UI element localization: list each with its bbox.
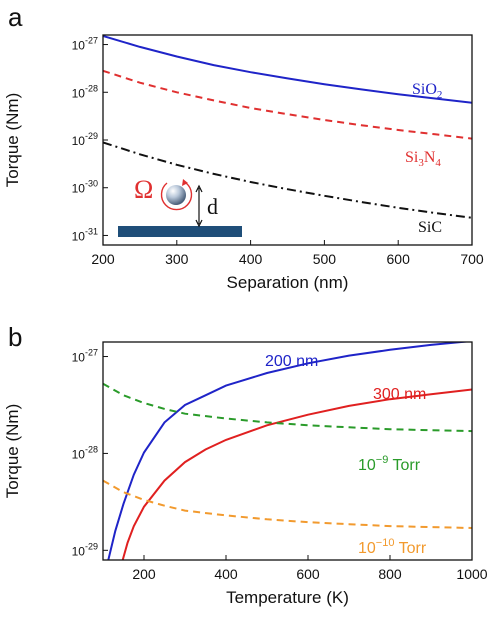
distance-arrow-top [195, 184, 203, 193]
distance-arrow-bottom [195, 219, 203, 228]
y-axis-label: Torque (Nm) [3, 93, 22, 187]
series-label-b-2: 10−9 Torr [358, 454, 421, 474]
y-tick-label: 10-30 [72, 179, 98, 196]
rotation-arrow [160, 182, 193, 211]
series-label-a-2: SiC [418, 219, 442, 236]
x-tick-label: 400 [214, 566, 238, 582]
x-tick-label: 500 [313, 251, 337, 267]
x-tick-label: 200 [132, 566, 156, 582]
panel-a: 200 300 400 500 600 700 10-27 10-28 10-29 10-30 10… [3, 34, 484, 292]
x-tick-label: 1000 [456, 566, 487, 582]
y-tick-label: 10-29 [72, 541, 98, 558]
y-tick-label: 10-31 [72, 226, 98, 243]
series-label-b-1: 300 nm [373, 386, 426, 403]
distance-label: d [207, 194, 218, 219]
y-tick-label: 10-28 [72, 83, 98, 100]
x-tick-label: 600 [387, 251, 411, 267]
y-tick-label: 10-28 [72, 444, 98, 461]
y-axis-label: Torque (Nm) [3, 404, 22, 498]
x-tick-label: 700 [460, 251, 484, 267]
x-tick-label: 800 [378, 566, 402, 582]
x-tick-label: 400 [239, 251, 263, 267]
series-line-b-2 [103, 382, 472, 433]
nanosphere [166, 185, 186, 205]
series-line-b-1 [121, 388, 472, 560]
rotation-arrow-head [182, 179, 188, 186]
series-line-b-3 [103, 479, 472, 529]
panel-b-label: b [8, 322, 22, 352]
y-tick-label: 10-29 [72, 131, 98, 148]
x-tick-label: 600 [296, 566, 320, 582]
series-label-a-1: Si3N4 [405, 149, 441, 169]
x-axis-label: Separation (nm) [227, 273, 349, 292]
omega-label: Ω [134, 175, 153, 204]
y-tick-label: 10-27 [72, 348, 98, 365]
y-tick-label: 10-27 [72, 36, 98, 53]
panel-a-label: a [8, 2, 23, 32]
series-line-b-0 [107, 342, 472, 560]
series-label-b-0: 200 nm [265, 353, 318, 370]
series-line-a-1 [103, 69, 472, 140]
panel-b: 200 400 600 800 1000 10-27 10-28 10-29 Temperatu… [3, 341, 488, 607]
plot-frame-a [102, 34, 473, 246]
plot-frame-b [102, 341, 473, 561]
x-tick-label: 200 [91, 251, 115, 267]
substrate-plate [118, 226, 242, 237]
series-line-a-0 [103, 35, 472, 104]
x-axis-label: Temperature (K) [226, 588, 349, 607]
series-line-a-2 [103, 141, 472, 219]
x-tick-label: 300 [165, 251, 189, 267]
inset-illustration: Ωd [118, 175, 242, 237]
series-label-b-3: 10−10 Torr [358, 537, 427, 557]
series-label-a-0: SiO2 [412, 81, 442, 101]
